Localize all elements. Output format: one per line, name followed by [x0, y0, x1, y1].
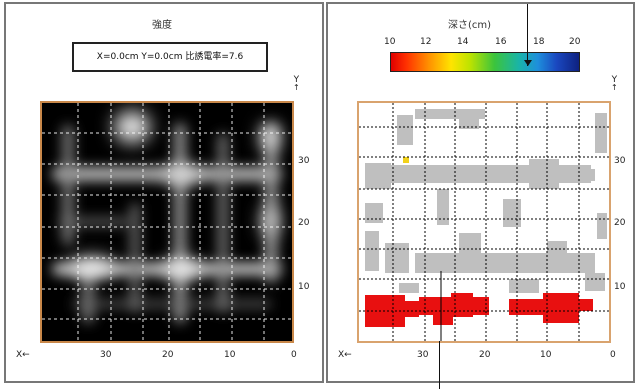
x-axis-label: X← [16, 350, 30, 360]
y-axis-label: Y ↑ [293, 76, 300, 92]
right-x-tick-0: 0 [610, 350, 616, 360]
x-tick-0: 0 [291, 350, 297, 360]
depth-panel: 深さ(cm) 10 12 14 16 18 20 Y ↑ [326, 2, 635, 389]
depth-title: 深さ(cm) [448, 20, 492, 31]
depth-grey-cells [365, 109, 607, 293]
y-axis-label-right-text: Y [611, 75, 618, 85]
x-tick-10: 10 [224, 350, 236, 360]
intensity-svg [42, 103, 292, 341]
cbar-tick-12: 12 [420, 37, 432, 47]
depth-svg [359, 103, 609, 341]
right-y-tick-20: 20 [614, 218, 626, 228]
intensity-map[interactable] [40, 101, 294, 343]
cbar-tick-14: 14 [457, 37, 469, 47]
y-tick-30: 30 [298, 156, 310, 166]
intensity-grid [42, 103, 292, 341]
y-axis-arrow-icon: ↑ [293, 83, 300, 92]
cbar-tick-20: 20 [569, 37, 581, 47]
x-tick-30: 30 [100, 350, 112, 360]
y-axis-label-text: Y [293, 75, 300, 85]
cursor-readout: X=0.0cm Y=0.0cm 比誘電率=7.6 [72, 42, 268, 72]
right-x-axis-label: X← [338, 350, 352, 360]
intensity-panel: 強度 X=0.0cm Y=0.0cm 比誘電率=7.6 Y ↑ [4, 2, 324, 383]
right-x-tick-30: 30 [417, 350, 429, 360]
depth-grid [359, 103, 609, 341]
strong-reflection-blobs [70, 111, 279, 278]
y-tick-10: 10 [298, 282, 310, 292]
y-tick-20: 20 [298, 218, 310, 228]
cbar-tick-10: 10 [384, 37, 396, 47]
crosshair-bottom-line[interactable] [439, 341, 440, 389]
depth-colorbar [390, 52, 580, 72]
cbar-tick-16: 16 [495, 37, 507, 47]
right-x-tick-20: 20 [479, 350, 491, 360]
y-axis-arrow-right-icon: ↑ [611, 83, 618, 92]
depth-yellow-cell [403, 157, 409, 163]
x-tick-20: 20 [162, 350, 174, 360]
intensity-title: 強度 [152, 20, 172, 31]
right-x-tick-10: 10 [540, 350, 552, 360]
depth-pointer-line[interactable] [527, 4, 528, 66]
cbar-tick-18: 18 [533, 37, 545, 47]
reflection-blobs [52, 123, 282, 323]
right-y-tick-30: 30 [614, 156, 626, 166]
depth-red-cells [365, 293, 593, 327]
depth-map[interactable] [357, 101, 611, 343]
y-axis-label-right: Y ↑ [611, 76, 618, 92]
right-y-tick-10: 10 [614, 282, 626, 292]
depth-pointer-arrow-icon [524, 60, 532, 66]
